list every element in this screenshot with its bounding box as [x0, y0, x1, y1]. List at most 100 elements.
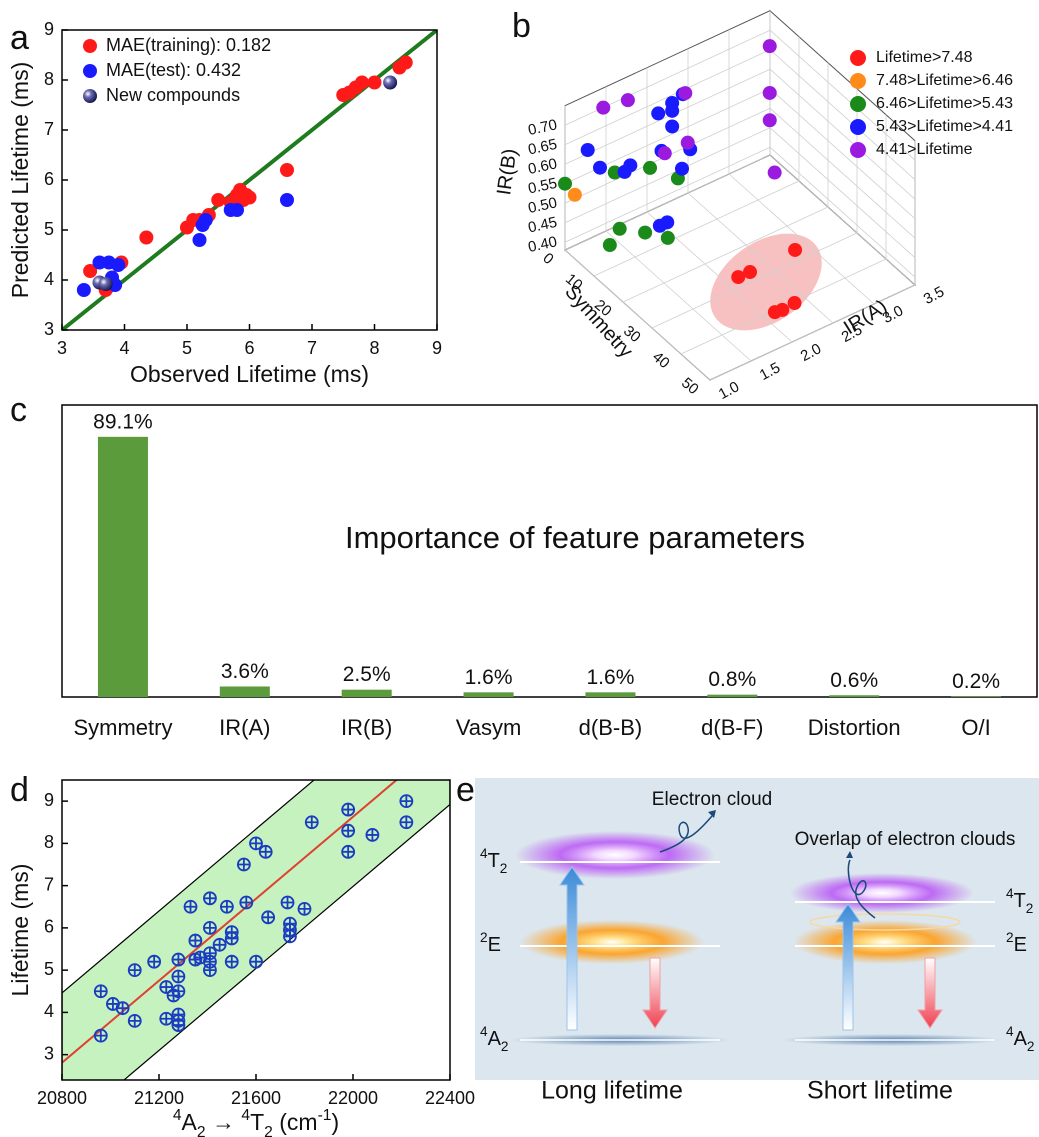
data-point [236, 857, 251, 872]
label-part: 2 [197, 1124, 206, 1137]
data-point [355, 75, 369, 90]
data-point [341, 823, 356, 838]
legend-label: 5.43>Lifetime>4.41 [876, 118, 1013, 135]
level-label: 4T2 [1006, 886, 1033, 916]
legend-marker [850, 50, 866, 66]
grid-line [593, 180, 800, 277]
data-point [230, 203, 244, 217]
label-part: 4 [480, 846, 488, 861]
data-point [365, 828, 380, 842]
data-point [787, 296, 802, 311]
y-tick-label: 8 [44, 69, 54, 89]
y-tick-label: 6 [44, 169, 54, 189]
label-part: 4 [480, 1024, 488, 1039]
data-point [558, 176, 572, 191]
data-point [762, 85, 777, 100]
data-point [171, 984, 186, 999]
label-part: A [488, 1028, 502, 1050]
y-tick-label: 1.0 [716, 378, 742, 403]
label-part: 2 [264, 1124, 273, 1137]
data-point [203, 891, 217, 906]
label-part: 2 [500, 861, 508, 876]
grid-line [605, 230, 752, 362]
data-point [261, 910, 276, 925]
value-label: 1.6% [465, 666, 513, 689]
legend-label: MAE(training): 0.182 [106, 35, 271, 55]
x-tick-label: 50 [678, 374, 702, 398]
x-axis-label: Observed Lifetime (ms) [130, 361, 369, 387]
data-point [623, 158, 638, 173]
panel-letter: e [456, 771, 475, 809]
y-tick-label: 9 [44, 790, 54, 810]
data-point [399, 794, 414, 809]
grid-line [687, 192, 834, 324]
level-label: 2E [480, 930, 501, 956]
data-point [111, 258, 126, 272]
data-point [171, 952, 186, 967]
data-point [678, 86, 693, 101]
data-point [224, 954, 239, 969]
data-point [602, 238, 617, 253]
legend-label: 7.48>Lifetime>6.46 [876, 72, 1013, 89]
data-point [139, 230, 154, 245]
label-part: T [488, 850, 500, 872]
panel-letter: a [10, 19, 29, 57]
x-tick-label: 5 [182, 338, 192, 358]
grid-line [564, 127, 771, 224]
grid-line [769, 88, 916, 219]
data-point [367, 75, 382, 90]
data-point [341, 844, 356, 859]
y-axis-label: Predicted Lifetime (ms) [7, 62, 33, 298]
data-point [398, 55, 413, 70]
x-tick-label: Symmetry [73, 715, 172, 740]
x-tick-label: 4 [119, 338, 129, 358]
legend-marker [850, 73, 866, 89]
grid-line [622, 206, 829, 303]
x-tick-label: 22400 [425, 1088, 475, 1108]
value-label: 0.8% [708, 668, 756, 691]
x-tick-label: 7 [307, 338, 317, 358]
value-label: 1.6% [587, 666, 635, 689]
data-point [651, 106, 666, 121]
data-point [638, 225, 653, 240]
x-axis-label: Symmetry [560, 281, 637, 363]
x-tick-label: 21600 [231, 1088, 281, 1108]
panel-letter: d [10, 771, 29, 809]
data-point [399, 815, 414, 830]
data-point [171, 969, 186, 984]
grid-line [564, 49, 771, 146]
x-tick-label: Vasym [456, 715, 522, 740]
data-point [743, 265, 758, 280]
data-point [767, 165, 782, 180]
x-tick-label: d(B-F) [701, 715, 763, 740]
data-point [220, 899, 234, 914]
data-point [596, 100, 611, 115]
legend-label: 6.46>Lifetime>5.43 [876, 95, 1013, 112]
grid-line [651, 232, 858, 329]
label-part: 2 [1027, 1039, 1035, 1054]
level-label: 4A2 [1006, 1024, 1034, 1054]
plot-area [62, 780, 450, 1080]
data-point [192, 233, 207, 247]
legend-marker [83, 64, 97, 78]
x-tick-label: IR(B) [341, 715, 392, 740]
label-part: 4 [1006, 886, 1014, 901]
data-point [249, 836, 263, 851]
legend-label: 4.41>Lifetime [876, 141, 973, 158]
y-axis-label: IR(A) [840, 296, 891, 339]
grid-line [769, 49, 916, 180]
bar [341, 689, 392, 697]
data-point [731, 270, 746, 285]
data-point [258, 844, 273, 859]
data-point [297, 901, 312, 916]
data-point [239, 895, 254, 910]
annotation: Overlap of electron clouds [795, 829, 1016, 850]
y-tick-label: 3.5 [921, 283, 947, 308]
grid-line [709, 284, 916, 381]
data-point [203, 920, 217, 935]
data-point [93, 1028, 108, 1043]
data-point [280, 163, 294, 177]
label-part: 2 [501, 1039, 509, 1054]
y-tick-label: 7 [44, 874, 54, 894]
grid-line [564, 249, 711, 381]
